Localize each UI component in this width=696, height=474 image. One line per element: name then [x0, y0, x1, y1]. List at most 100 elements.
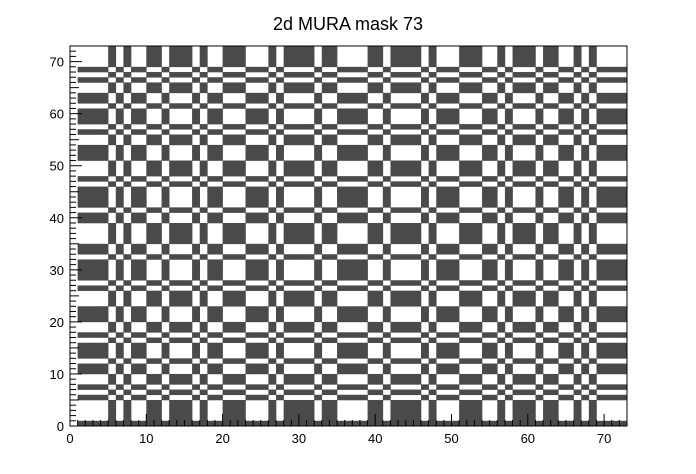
mask-cell [344, 212, 353, 219]
mask-cell [85, 92, 94, 99]
mask-cell [588, 87, 597, 94]
mask-cell [405, 327, 414, 333]
mask-cell [169, 87, 178, 94]
mask-cell [321, 124, 330, 130]
mask-cell [611, 353, 620, 359]
mask-cell [123, 280, 132, 286]
mask-cell [420, 217, 429, 224]
mask-cell [131, 243, 139, 250]
mask-cell [314, 129, 323, 135]
mask-cell [245, 77, 254, 83]
mask-cell [337, 275, 345, 281]
mask-cell [390, 399, 399, 406]
mask-cell [405, 295, 414, 302]
mask-cell [291, 420, 300, 427]
mask-cell [337, 191, 345, 198]
mask-cell [230, 373, 239, 380]
mask-cell [535, 66, 544, 73]
mask-cell [344, 394, 353, 401]
mask-cell [474, 373, 483, 380]
mask-cell [199, 233, 208, 239]
mask-cell [565, 196, 574, 203]
mask-cell [604, 311, 613, 317]
mask-cell [115, 311, 124, 317]
mask-cell [245, 92, 254, 99]
mask-cell [131, 259, 139, 265]
mask-cell [611, 259, 620, 265]
mask-cell [611, 217, 620, 224]
mask-cell [108, 61, 117, 68]
mask-cell [276, 353, 284, 359]
mask-cell [382, 249, 391, 255]
mask-cell [214, 264, 223, 271]
mask-cell [77, 353, 86, 359]
mask-cell [283, 46, 292, 52]
mask-cell [92, 144, 101, 151]
mask-cell [352, 129, 361, 135]
mask-cell [291, 415, 300, 422]
mask-cell [230, 379, 239, 385]
mask-cell [253, 363, 262, 370]
mask-cell [466, 124, 475, 130]
mask-cell [207, 368, 216, 375]
mask-cell [337, 306, 345, 312]
mask-cell [611, 368, 620, 375]
mask-cell [565, 92, 574, 99]
mask-cell [527, 389, 536, 396]
mask-cell [77, 217, 86, 224]
y-tick-label: 40 [50, 211, 64, 226]
mask-cell [85, 259, 94, 265]
mask-cell [504, 129, 513, 135]
mask-cell [115, 129, 124, 135]
mask-cell [420, 249, 429, 255]
mask-cell [230, 222, 239, 229]
mask-cell [77, 66, 86, 73]
mask-cell [214, 311, 223, 317]
mask-cell [314, 259, 323, 265]
mask-cell [123, 87, 132, 94]
mask-cell [611, 176, 620, 182]
mask-cell [230, 82, 239, 88]
mask-cell [527, 82, 536, 88]
mask-cell [192, 202, 201, 208]
mask-cell [321, 358, 330, 364]
mask-cell [512, 373, 521, 380]
mask-cell [428, 358, 437, 364]
mask-cell [123, 103, 132, 109]
mask-cell [611, 66, 620, 73]
mask-cell [306, 103, 315, 109]
mask-cell [352, 150, 361, 156]
mask-cell [131, 98, 139, 104]
mask-cell [85, 275, 94, 281]
mask-cell [207, 217, 216, 224]
mask-cell [207, 212, 216, 219]
mask-cell [268, 170, 277, 177]
mask-cell [230, 56, 239, 62]
mask-cell [604, 332, 613, 338]
mask-cell [436, 316, 445, 323]
mask-cell [451, 77, 460, 83]
mask-cell [138, 316, 147, 323]
mask-cell [199, 337, 208, 344]
mask-cell [268, 321, 277, 328]
mask-cell [344, 155, 353, 161]
mask-cell [115, 394, 124, 401]
mask-cell [283, 160, 292, 167]
mask-cell [489, 118, 498, 125]
mask-cell [398, 46, 407, 52]
mask-cell [390, 103, 399, 109]
mask-cell [214, 332, 223, 338]
mask-cell [146, 228, 155, 234]
mask-cell [565, 363, 574, 370]
mask-cell [298, 290, 307, 297]
mask-cell [138, 342, 147, 349]
mask-cell [260, 384, 269, 390]
mask-cell [527, 373, 536, 380]
mask-cell [550, 207, 559, 213]
mask-cell [436, 217, 445, 224]
mask-cell [329, 389, 338, 396]
mask-cell [405, 51, 414, 57]
mask-cell [169, 290, 178, 297]
mask-cell [222, 207, 231, 213]
mask-cell [451, 118, 460, 125]
